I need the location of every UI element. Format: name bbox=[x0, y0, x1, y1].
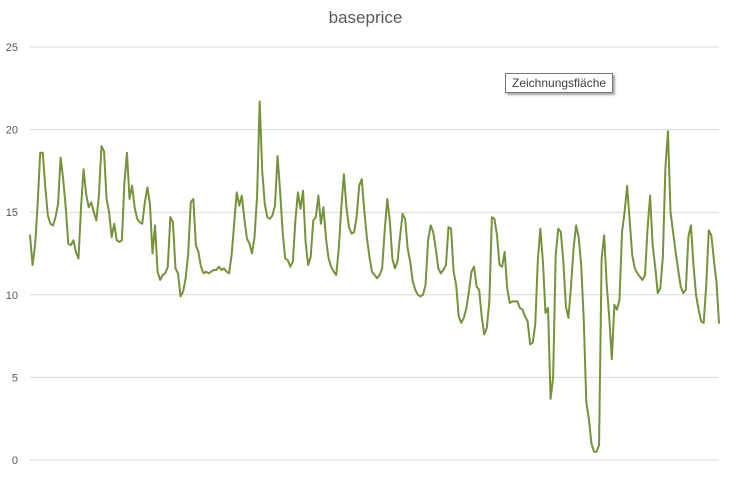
y-tick-label: 25 bbox=[6, 42, 18, 54]
y-tick-label: 15 bbox=[6, 207, 18, 219]
series-line-0 bbox=[29, 100, 720, 453]
y-tick-label: 20 bbox=[6, 125, 18, 137]
y-tick-label: 10 bbox=[6, 290, 18, 302]
plot-area-tooltip: Zeichnungsfläche bbox=[505, 73, 614, 93]
chart-title: baseprice bbox=[328, 8, 403, 27]
y-tick-label: 5 bbox=[12, 372, 18, 384]
y-tick-label: 0 bbox=[12, 455, 18, 467]
